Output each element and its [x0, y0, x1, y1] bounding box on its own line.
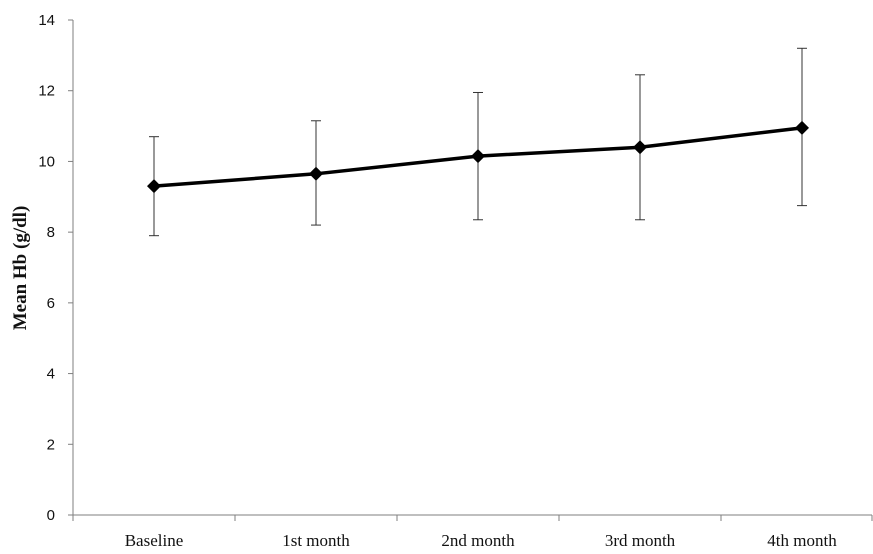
- error-bars: [149, 47, 807, 237]
- x-tick-labels: Baseline 1st month 2nd month 3rd month 4th m…: [125, 531, 837, 550]
- data-point-marker: [633, 140, 647, 155]
- data-point-marker: [795, 120, 809, 135]
- y-tick-label: 2: [47, 436, 55, 453]
- y-tick-label: 6: [47, 295, 55, 312]
- data-point-marker: [147, 179, 161, 194]
- data-point-marker: [309, 166, 323, 181]
- x-tick-label: Baseline: [125, 531, 184, 549]
- y-tick-label: 14: [38, 12, 55, 29]
- data-markers: [147, 120, 809, 194]
- x-tick-label: 1st month: [282, 531, 350, 549]
- x-tick-label: 2nd month: [441, 531, 515, 549]
- y-tick-label: 8: [47, 224, 55, 241]
- x-tick-label: 3rd month: [605, 531, 676, 549]
- y-axis-title: Mean Hb (g/dl): [10, 206, 31, 331]
- axes: [68, 19, 873, 521]
- data-point-marker: [471, 149, 485, 164]
- y-tick-label: 12: [38, 83, 55, 100]
- y-tick-label: 10: [38, 153, 55, 170]
- y-tick-label: 4: [47, 366, 55, 383]
- y-tick-label: 0: [47, 507, 55, 524]
- y-tick-labels: 0 2 4 6 8 10 12 14: [38, 12, 55, 524]
- x-tick-label: 4th month: [767, 531, 837, 549]
